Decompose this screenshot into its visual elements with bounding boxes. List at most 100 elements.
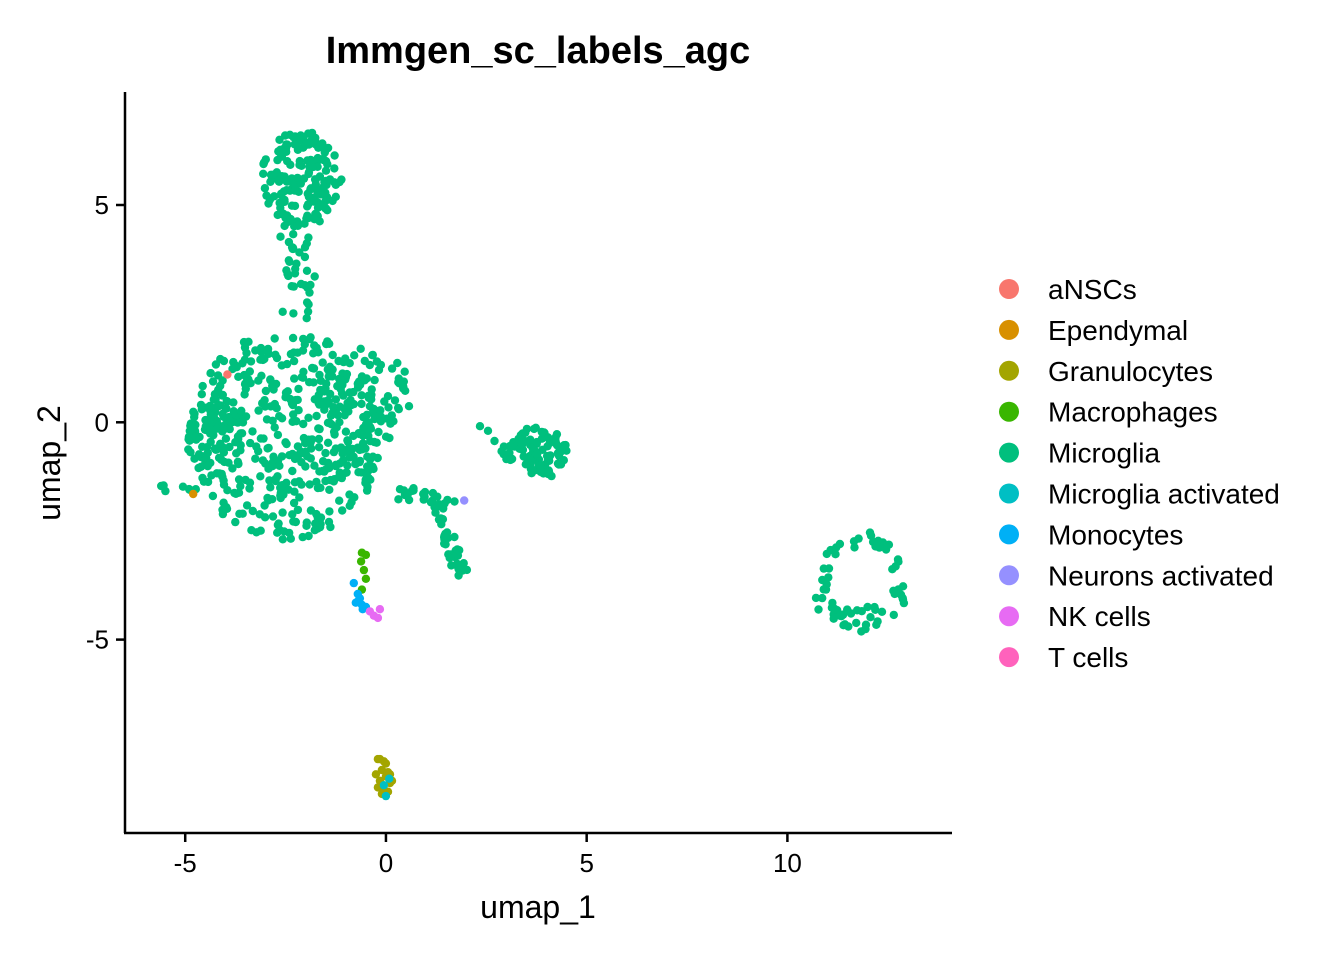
data-point-microglia — [311, 183, 321, 192]
data-point-microglia — [207, 471, 216, 480]
data-point-monocytes — [349, 578, 358, 588]
data-point-microglia — [374, 365, 384, 375]
data-point-microglia — [373, 453, 382, 463]
data-point-microglia — [310, 526, 319, 535]
data-point-microglia — [319, 182, 328, 191]
data-point-microglia — [287, 282, 296, 291]
data-point-microglia — [383, 392, 393, 401]
data-point-microglia — [271, 350, 280, 359]
data-point-microglia — [814, 605, 823, 614]
data-point-microglia — [345, 490, 354, 499]
data-point-microglia — [303, 211, 312, 220]
data-point-microglia — [843, 605, 852, 614]
data-point-microglia — [270, 399, 279, 409]
data-point-microglia — [202, 453, 211, 462]
data-point-microglia — [536, 467, 545, 477]
data-point-microglia — [304, 233, 313, 242]
data-point-microglia — [209, 404, 219, 413]
data-point-microglia — [341, 427, 351, 436]
data-point-microglia-activated — [385, 774, 394, 783]
data-point-microglia — [350, 351, 359, 360]
legend-label-anscs: aNSCs — [1048, 274, 1137, 305]
data-point-microglia — [197, 405, 206, 414]
data-point-microglia — [318, 139, 327, 148]
data-point-microglia — [195, 432, 204, 442]
data-point-microglia — [523, 455, 532, 464]
legend-label-nk-cells: NK cells — [1048, 601, 1151, 632]
data-point-microglia — [198, 442, 207, 451]
legend-key-microglia-activated — [999, 483, 1019, 504]
legend-label-neurons-activated: Neurons activated — [1048, 560, 1274, 591]
data-point-microglia — [242, 501, 252, 510]
legend-key-granulocytes — [999, 360, 1019, 381]
data-point-microglia — [866, 613, 875, 622]
data-point-microglia — [225, 442, 234, 452]
data-point-microglia — [201, 422, 210, 431]
data-point-microglia — [206, 410, 215, 419]
data-point-microglia — [251, 454, 260, 463]
data-point-microglia — [223, 486, 232, 495]
data-point-microglia — [827, 603, 837, 612]
data-point-microglia — [868, 537, 878, 547]
data-point-microglia — [268, 170, 278, 179]
data-point-microglia — [241, 475, 250, 485]
data-point-microglia — [368, 350, 377, 360]
data-point-microglia — [240, 355, 250, 364]
data-point-microglia — [305, 480, 314, 489]
data-point-microglia — [819, 564, 828, 573]
data-point-microglia — [323, 418, 333, 427]
data-point-microglia — [245, 484, 254, 493]
data-point-microglia — [197, 390, 206, 399]
data-point-microglia — [335, 496, 344, 505]
data-point-microglia — [331, 180, 340, 189]
data-point-microglia — [346, 395, 355, 405]
data-point-macrophages — [356, 557, 366, 566]
data-point-microglia — [353, 379, 362, 388]
data-point-microglia — [313, 513, 322, 522]
data-point-microglia — [275, 461, 284, 470]
data-point-microglia — [355, 445, 364, 455]
data-point-microglia — [300, 281, 309, 290]
data-point-microglia — [206, 369, 215, 378]
data-point-microglia — [194, 450, 204, 459]
data-point-microglia — [225, 416, 235, 426]
data-point-microglia — [299, 334, 308, 344]
data-point-microglia — [285, 130, 295, 139]
data-point-microglia — [364, 393, 373, 403]
data-point-microglia — [376, 406, 385, 415]
data-point-microglia — [219, 448, 229, 457]
data-point-microglia — [318, 358, 327, 367]
data-point-microglia — [284, 271, 293, 281]
data-point-microglia — [246, 438, 255, 448]
data-point-microglia — [384, 403, 393, 412]
data-point-microglia — [260, 184, 270, 193]
data-point-microglia — [483, 426, 493, 435]
data-point-microglia — [304, 413, 313, 422]
data-point-microglia — [279, 490, 288, 499]
legend-key-t-cells — [999, 647, 1019, 668]
data-point-microglia — [309, 197, 318, 206]
data-point-microglia — [314, 483, 323, 492]
data-point-microglia — [280, 221, 289, 231]
data-point-microglia — [368, 462, 377, 471]
data-point-microglia — [293, 442, 303, 451]
data-point-microglia — [208, 491, 218, 501]
data-point-microglia — [551, 435, 560, 444]
data-point-microglia — [289, 498, 299, 508]
data-point-microglia — [320, 148, 329, 157]
data-point-microglia — [506, 455, 515, 465]
data-point-microglia — [329, 427, 339, 436]
data-point-microglia — [274, 176, 284, 185]
data-point-microglia — [246, 379, 255, 388]
data-point-microglia — [832, 543, 841, 552]
data-point-microglia — [237, 406, 246, 415]
data-point-microglia — [331, 460, 341, 469]
data-point-microglia — [303, 307, 313, 316]
data-point-microglia — [245, 367, 254, 376]
data-point-microglia — [218, 505, 227, 514]
data-point-microglia — [325, 485, 334, 494]
data-point-microglia — [857, 627, 866, 636]
data-point-microglia — [404, 402, 414, 411]
data-point-microglia — [248, 427, 257, 436]
